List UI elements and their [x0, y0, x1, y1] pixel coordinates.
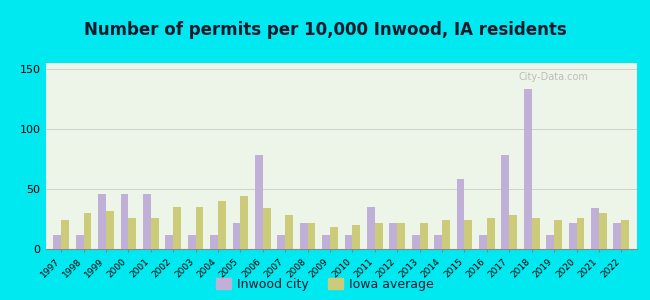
Bar — [554, 220, 562, 249]
Bar — [98, 194, 106, 249]
Bar — [285, 215, 293, 249]
Bar — [165, 235, 173, 249]
Bar — [375, 223, 383, 249]
Bar — [599, 213, 606, 249]
Bar — [263, 208, 270, 249]
Bar — [501, 155, 510, 249]
Text: Number of permits per 10,000 Inwood, IA residents: Number of permits per 10,000 Inwood, IA … — [84, 21, 566, 39]
Bar — [120, 194, 129, 249]
Bar — [300, 223, 307, 249]
Bar — [255, 155, 263, 249]
Bar — [420, 223, 428, 249]
Bar — [84, 213, 92, 249]
Bar — [210, 235, 218, 249]
Bar — [344, 235, 352, 249]
Bar — [240, 196, 248, 249]
Bar — [465, 220, 473, 249]
Bar — [569, 223, 577, 249]
Bar — [591, 208, 599, 249]
Bar — [322, 235, 330, 249]
Bar — [53, 235, 61, 249]
Bar — [524, 89, 532, 249]
Bar — [188, 235, 196, 249]
Bar — [106, 211, 114, 249]
Bar — [397, 223, 405, 249]
Bar — [457, 179, 465, 249]
Bar — [621, 220, 629, 249]
Bar — [307, 223, 315, 249]
Bar — [412, 235, 420, 249]
Bar — [173, 207, 181, 249]
Bar — [577, 218, 584, 249]
Bar — [614, 223, 621, 249]
Bar — [129, 218, 136, 249]
Bar — [233, 223, 240, 249]
Bar — [479, 235, 487, 249]
Bar — [196, 207, 203, 249]
Bar — [61, 220, 69, 249]
Bar — [151, 218, 159, 249]
Bar — [278, 235, 285, 249]
Text: City‑Data.com: City‑Data.com — [519, 72, 589, 82]
Bar — [510, 215, 517, 249]
Bar — [434, 235, 442, 249]
Bar — [487, 218, 495, 249]
Bar — [532, 218, 539, 249]
Bar — [352, 225, 360, 249]
Bar — [389, 223, 397, 249]
Bar — [367, 207, 375, 249]
Bar — [442, 220, 450, 249]
Legend: Inwood city, Iowa average: Inwood city, Iowa average — [216, 278, 434, 291]
Bar — [143, 194, 151, 249]
Bar — [330, 227, 338, 249]
Bar — [76, 235, 84, 249]
Bar — [546, 235, 554, 249]
Bar — [218, 201, 226, 249]
